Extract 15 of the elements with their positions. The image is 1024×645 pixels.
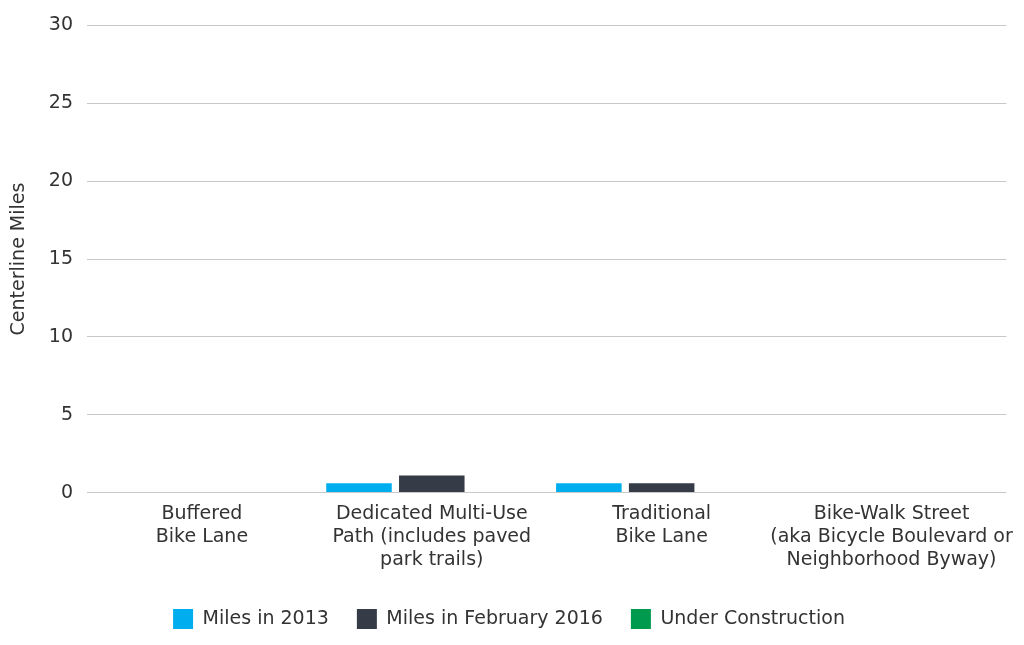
y-tick-label: 15 [48, 245, 73, 268]
x-tick-label: Buffered Bike Lane [155, 500, 249, 546]
x-tick-label: Traditional Bike Lane [611, 500, 712, 546]
x-tick-label: Bike-Walk Street (aka Bicycle Boulevard or Neighborhood Byway) [770, 500, 1013, 569]
y-tick-label: 25 [48, 90, 73, 113]
y-tick-label: 0 [60, 479, 73, 502]
legend-label: Miles in 2013 [202, 605, 329, 628]
x-tick-label: Dedicated Multi-Use Path (includes paved park trails) [332, 500, 532, 569]
y-tick-label: 5 [60, 401, 73, 424]
y-tick-label: 10 [48, 323, 73, 346]
y-tick-label: 30 [48, 12, 73, 35]
y-tick-label: 20 [48, 168, 73, 191]
y-axis-title: Centerline Miles [6, 182, 29, 336]
legend-label: Under Construction [660, 605, 845, 628]
legend-label: Miles in February 2016 [386, 605, 603, 628]
